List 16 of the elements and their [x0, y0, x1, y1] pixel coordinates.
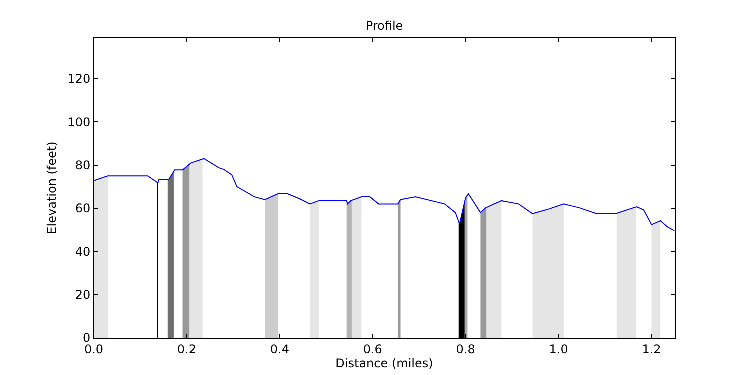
line-series	[94, 158, 675, 232]
chart-title: Profile	[366, 19, 404, 33]
y-tick-label: 80	[75, 158, 91, 173]
y-tick-label: 60	[75, 202, 91, 216]
y-tick-label: 40	[75, 244, 91, 259]
x-tick-label: 0.2	[177, 342, 197, 356]
x-axis-title: Distance (miles)	[336, 356, 434, 370]
x-tick-label: 1.0	[549, 342, 568, 356]
x-tick-label: 0.8	[456, 342, 476, 356]
x-tick-label: 1.2	[642, 342, 662, 356]
x-tick-label: 0.6	[363, 342, 382, 356]
x-tick-label: 0.4	[270, 342, 290, 356]
y-tick-label: 100	[68, 115, 91, 130]
y-axis-title: Elevation (feet)	[44, 142, 59, 234]
y-tick-label: 120	[68, 72, 91, 86]
y-tick-label: 20	[75, 288, 91, 302]
